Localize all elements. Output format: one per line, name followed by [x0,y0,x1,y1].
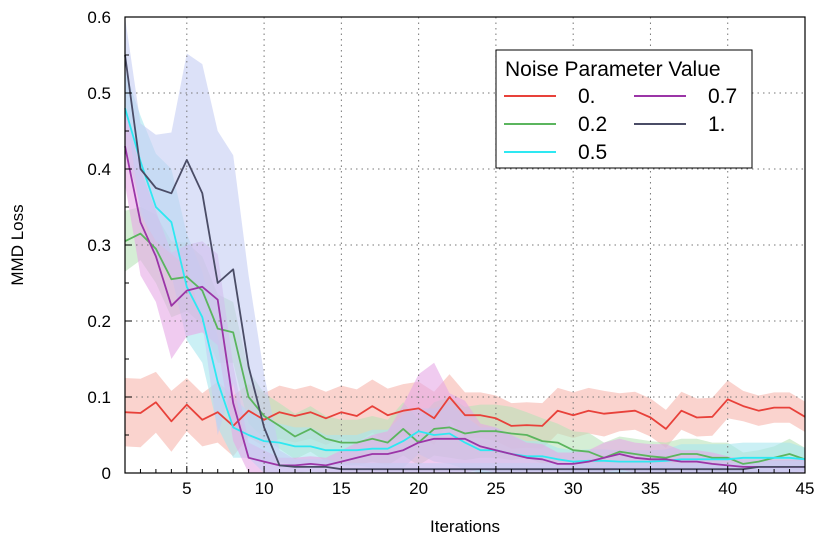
x-tick-label: 25 [486,479,505,498]
y-tick-label: 0.1 [87,388,111,407]
x-axis-title: Iterations [430,517,500,536]
legend-label-1: 0.2 [578,113,607,136]
x-tick-label: 10 [255,479,274,498]
line-series-3 [124,146,805,468]
line-series-2 [124,107,806,463]
legend-box [495,49,753,169]
legend-label-3: 0.7 [708,85,737,108]
y-axis-title: MMD Loss [8,204,27,285]
x-tick-label: 15 [332,479,351,498]
y-tick-label: 0.3 [87,236,111,255]
line-series-1 [124,232,806,465]
legend-label-4: 1. [708,113,726,136]
legend: Noise Parameter Value 0. 0.2 0.5 0.7 1. [495,49,753,169]
y-tick-label: 0 [102,464,111,483]
y-tick-label: 0.4 [87,160,111,179]
x-tick-label: 40 [718,479,737,498]
legend-label-2: 0.5 [578,141,607,164]
x-tick-label: 30 [564,479,583,498]
x-tick-label: 5 [182,479,191,498]
x-tick-label: 20 [409,479,428,498]
y-tick-label: 0.2 [87,312,111,331]
y-tick-label: 0.5 [87,84,111,103]
x-tick-label: 45 [796,479,815,498]
legend-label-0: 0. [578,85,596,108]
band-series-4 [125,17,805,473]
x-tick-label: 35 [641,479,660,498]
y-tick-label: 0.6 [87,8,111,27]
axis-ticks: 5 10 15 20 25 30 35 40 45 0 0.1 0.2 0.3 0.4 0.5 0.6 [87,8,814,498]
legend-title: Noise Parameter Value [505,58,721,81]
